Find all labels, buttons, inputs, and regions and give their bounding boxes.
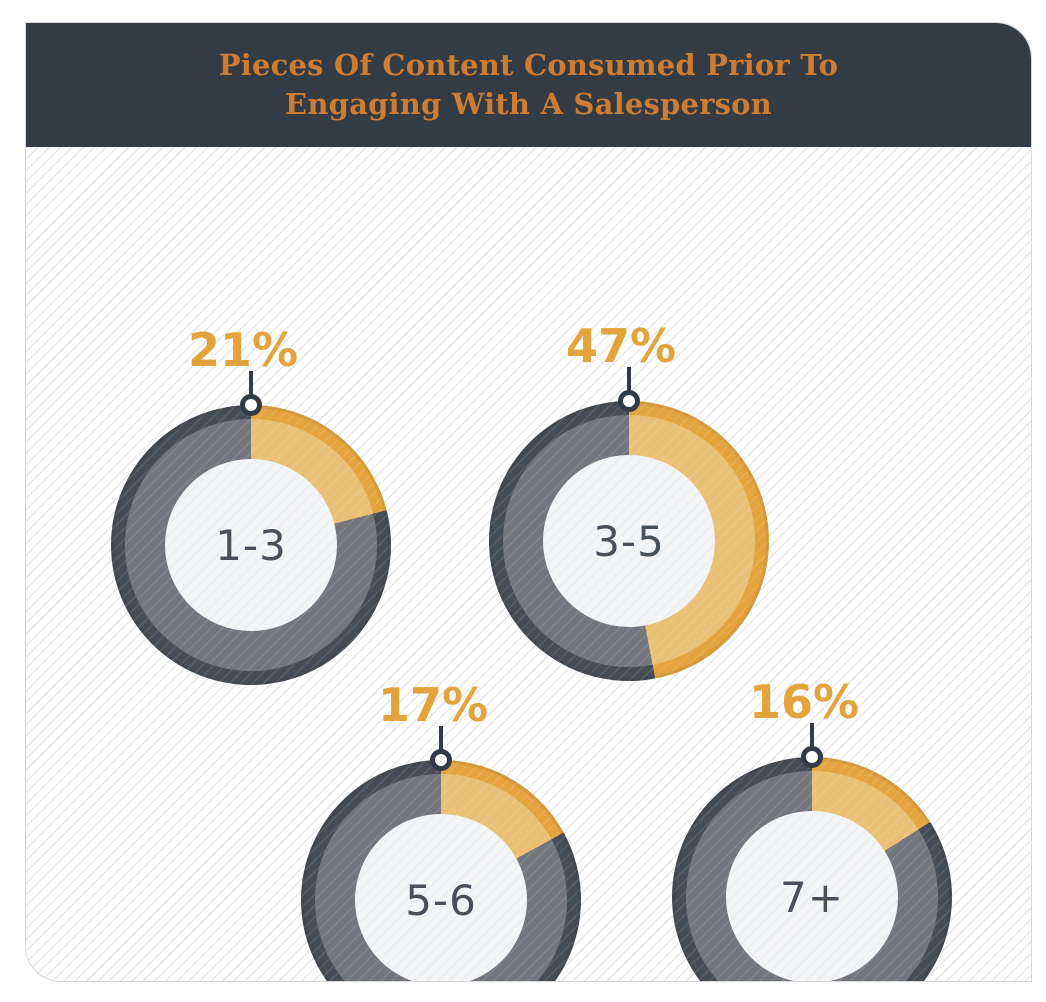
donut-hole: 5-6 [355, 814, 527, 981]
donut-chart-3-5: 47% 3-5 [489, 321, 769, 681]
header-band: Pieces Of Content Consumed Prior To Enga… [26, 23, 1031, 147]
donut-value-label: 21% [187, 323, 299, 377]
marker-stem [627, 367, 631, 391]
donut-category-label: 5-6 [405, 875, 477, 925]
donut-chart-7-plus: 16% 7+ [672, 677, 952, 981]
chart-title-line-2: Engaging With A Salesperson [285, 87, 772, 121]
donut-category-label: 1-3 [215, 520, 287, 570]
infographic-card: Pieces Of Content Consumed Prior To Enga… [25, 22, 1032, 982]
donut-value-label: 17% [377, 678, 489, 732]
donut-chart-5-6: 17% 5-6 [301, 680, 581, 981]
marker-stem [810, 723, 814, 747]
donut-value-label: 47% [565, 319, 677, 373]
marker-stem [249, 371, 253, 395]
donut-category-label: 7+ [780, 872, 844, 922]
chart-title-line-1: Pieces Of Content Consumed Prior To [218, 48, 839, 82]
donut-category-label: 3-5 [593, 516, 665, 566]
striped-background: 21% 1-3 47% 3-5 17% [26, 147, 1031, 981]
marker-pin-icon [430, 749, 452, 771]
marker-pin-icon [801, 746, 823, 768]
marker-stem [439, 726, 443, 750]
marker-pin-icon [618, 390, 640, 412]
donut-value-label: 16% [748, 675, 860, 729]
donut-chart-1-3: 21% 1-3 [111, 325, 391, 685]
chart-title: Pieces Of Content Consumed Prior To Enga… [219, 46, 838, 124]
donut-hole: 1-3 [165, 459, 337, 631]
donut-hole: 3-5 [543, 455, 715, 627]
donut-hole: 7+ [726, 811, 898, 981]
marker-pin-icon [240, 394, 262, 416]
